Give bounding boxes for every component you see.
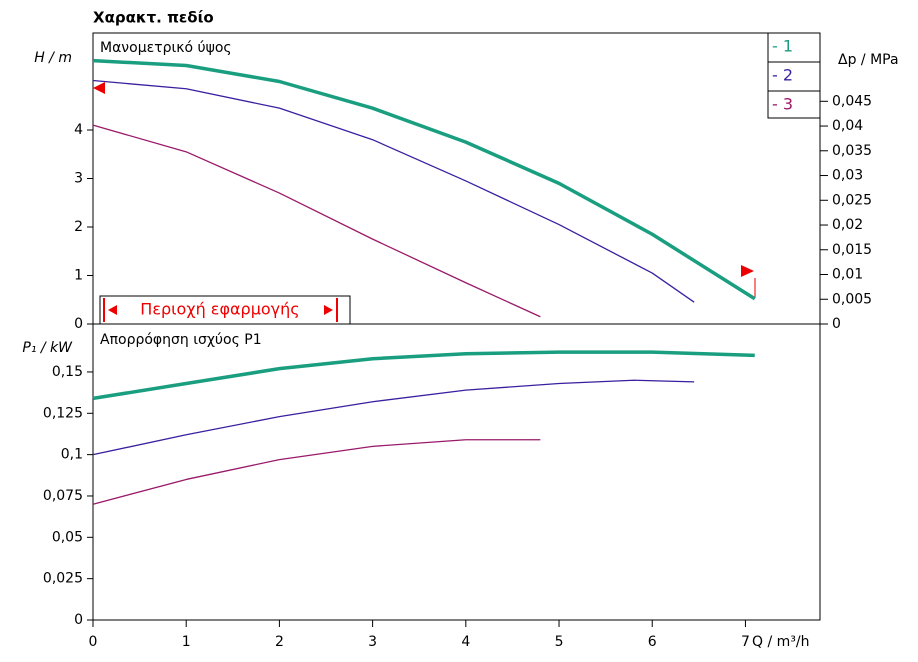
panel-title: Μανομετρικό ύψος	[100, 40, 232, 56]
legend-entry: - 2	[772, 66, 793, 85]
application-box	[99, 295, 351, 325]
y-tick-label: 0,05	[52, 529, 83, 545]
x-tick-label: 2	[275, 634, 284, 650]
x-tick-label: 3	[368, 634, 377, 650]
series-line	[92, 79, 695, 303]
y-tick-label: 3	[74, 171, 83, 187]
page-title: Χαρακτ. πεδίο	[93, 9, 214, 27]
y2-tick-label: 0,01	[832, 267, 863, 283]
y-tick-label: 0,125	[43, 405, 83, 421]
x-tick-label: 7	[741, 634, 750, 650]
annotation: Περιοχή εφαρμογής	[140, 300, 299, 319]
legend-entry: - 3	[772, 95, 793, 114]
y2-tick-label: 0,005	[832, 291, 872, 307]
series-line	[92, 124, 541, 318]
y2-axis-label: Δp / MPa	[838, 52, 899, 68]
y-tick-label: 0,075	[43, 488, 83, 504]
y2-tick-label: 0,04	[832, 118, 863, 134]
marker-arrow	[93, 82, 105, 94]
plot-frame	[92, 32, 821, 621]
y2-tick-label: 0,03	[832, 168, 863, 184]
series-line	[92, 58, 756, 301]
y2-tick-label: 0,035	[832, 143, 872, 159]
y2-tick-label: 0,015	[832, 242, 872, 258]
y-tick-label: 0	[74, 316, 83, 332]
series-line	[92, 379, 695, 456]
panel-title: Απορρόφηση ισχύος P1	[100, 332, 262, 348]
range-arrow	[108, 305, 117, 315]
y2-tick-label: 0,025	[832, 192, 872, 208]
y-tick-label: 2	[74, 219, 83, 235]
legend-entry: - 1	[772, 37, 793, 56]
y-tick-label: 0,15	[52, 364, 83, 380]
y-tick-label: 4	[74, 122, 83, 138]
range-arrow	[324, 305, 333, 315]
series-line	[92, 439, 541, 505]
legend-box	[767, 32, 821, 119]
y-tick-label: 0,1	[61, 447, 83, 463]
y-tick-label: 0,025	[43, 571, 83, 587]
y-axis-label: P₁ / kW	[22, 340, 73, 356]
x-tick-label: 0	[89, 634, 98, 650]
y-tick-label: 1	[74, 268, 83, 284]
y-tick-label: 0	[74, 612, 83, 628]
y2-tick-label: 0,02	[832, 217, 863, 233]
x-tick-label: 1	[182, 634, 191, 650]
y-axis-label: H / m	[34, 50, 72, 66]
x-axis-label: Q / m³/h	[752, 634, 809, 650]
x-tick-label: 6	[648, 634, 657, 650]
y2-tick-label: 0	[832, 316, 841, 332]
marker-arrow	[741, 265, 754, 277]
series-line	[92, 350, 755, 401]
y2-tick-label: 0,045	[832, 93, 872, 109]
x-tick-label: 5	[555, 634, 564, 650]
x-tick-label: 4	[461, 634, 470, 650]
